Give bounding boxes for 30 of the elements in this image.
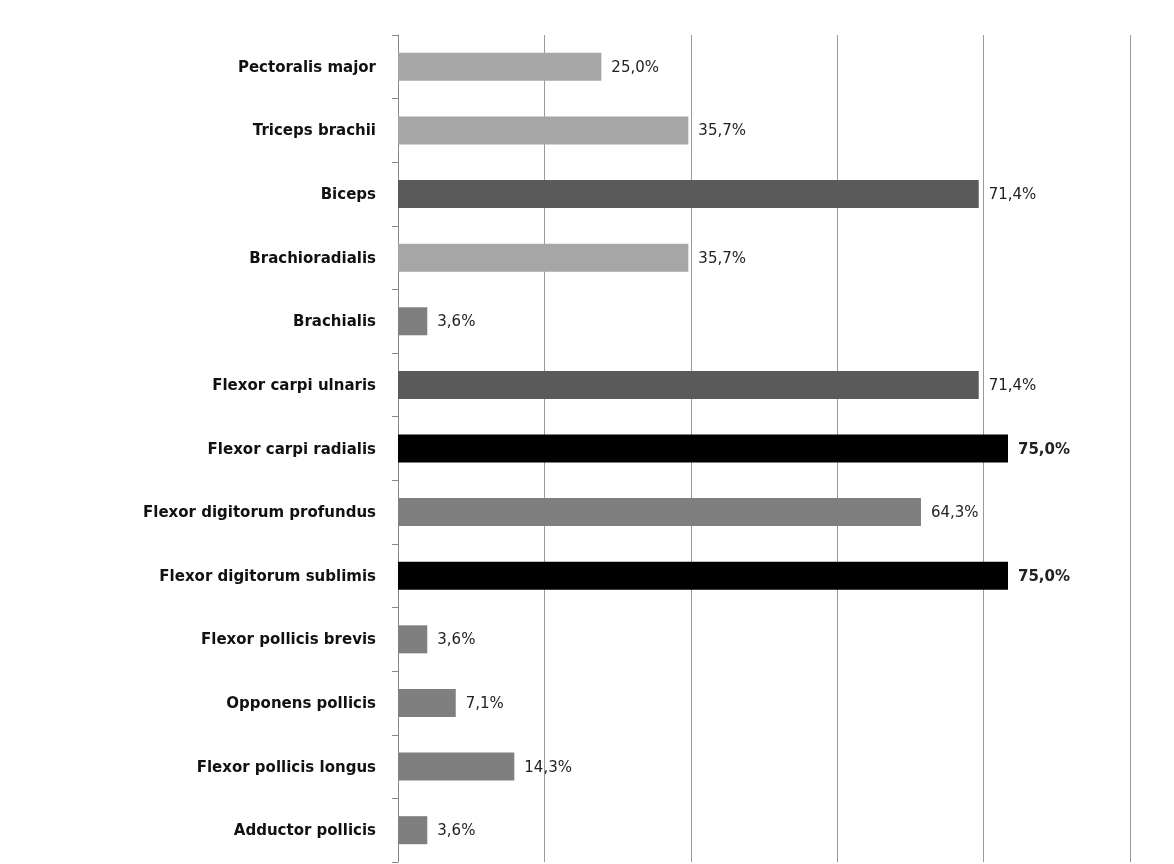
y-tick-label: Flexor carpi radialis (207, 439, 377, 458)
data-label: 71,4% (988, 375, 1037, 394)
data-label: 25,0% (611, 57, 659, 76)
bar (398, 370, 979, 399)
data-label: 71,4% (988, 185, 1037, 204)
data-label: 3,6% (437, 821, 476, 840)
data-label: 64,3% (930, 503, 979, 522)
y-tick-label: Flexor pollicis brevis (201, 630, 377, 649)
data-label: 35,7% (698, 248, 747, 267)
y-tick-label: Adductor pollicis (233, 821, 377, 840)
bar (398, 180, 979, 209)
data-label: 7,1% (465, 693, 504, 712)
data-label: 3,6% (437, 630, 476, 649)
y-tick-label: Brachialis (293, 312, 377, 331)
y-tick-label: Flexor digitorum profundus (143, 503, 377, 522)
y-tick-label: Flexor pollicis longus (196, 757, 377, 776)
y-tick-label: Biceps (320, 185, 377, 204)
data-label: 75,0% (1018, 439, 1071, 458)
y-tick-label: Pectoralis major (237, 57, 377, 76)
y-tick-label: Flexor digitorum sublimis (159, 566, 377, 585)
data-label: 75,0% (1018, 566, 1071, 585)
bar (398, 561, 1008, 590)
data-label: 3,6% (437, 312, 476, 331)
y-tick-label: Flexor carpi ulnaris (212, 375, 377, 394)
y-tick-label: Triceps brachii (252, 121, 376, 140)
data-label: 35,7% (698, 121, 747, 140)
y-tick-label: Opponens pollicis (226, 693, 377, 712)
y-tick-label: Brachioradialis (249, 248, 377, 267)
data-label: 14,3% (524, 757, 572, 776)
bar (398, 434, 1008, 463)
